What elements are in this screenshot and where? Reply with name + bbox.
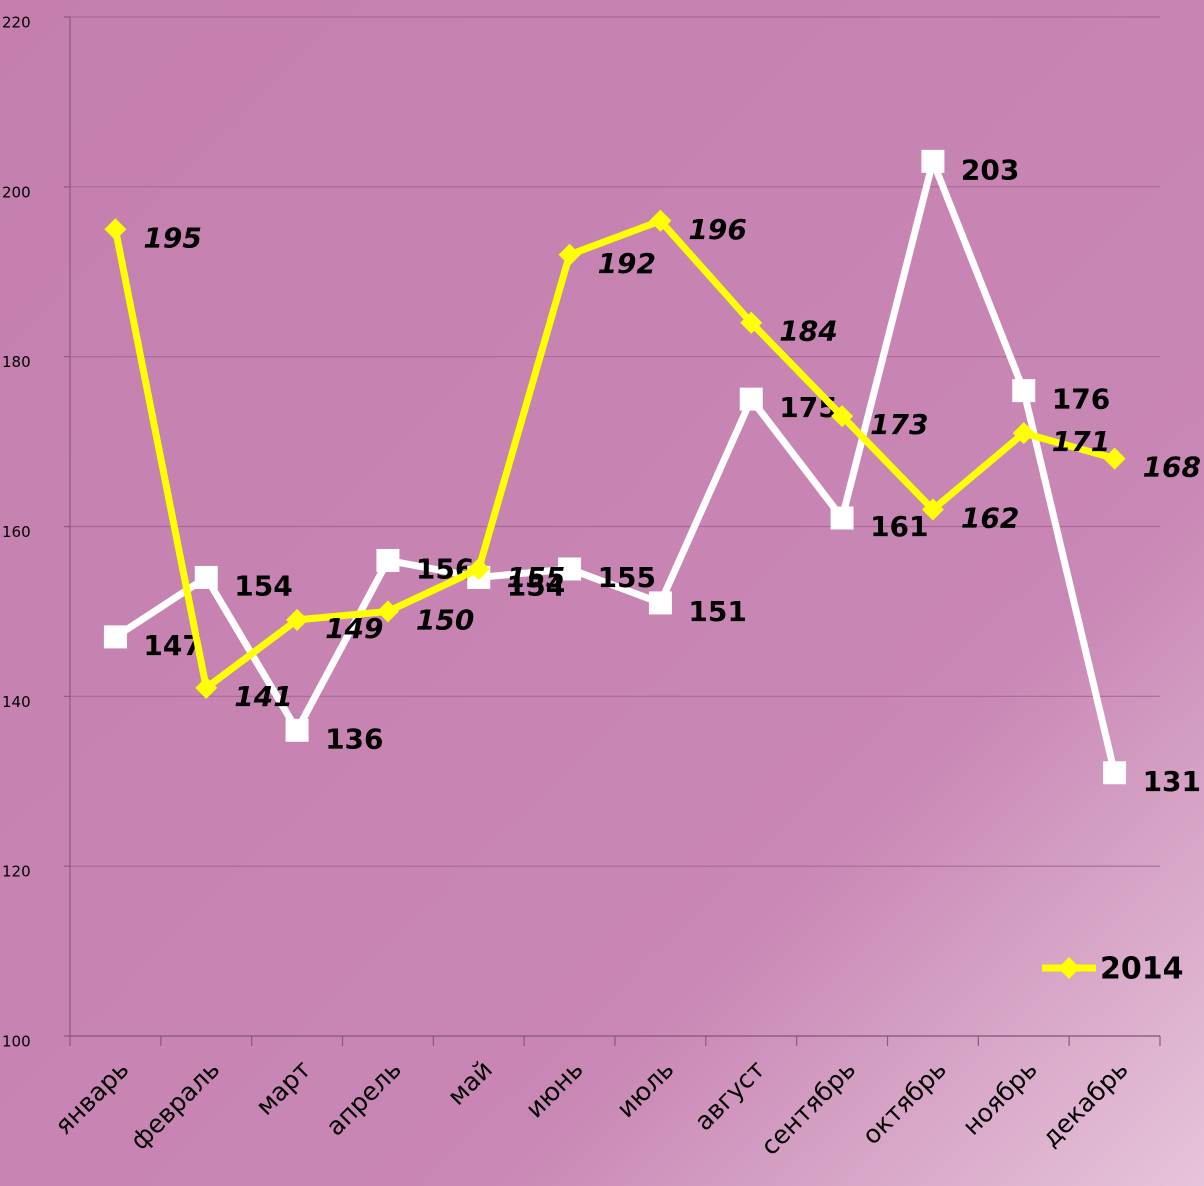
data-point [467, 557, 490, 580]
data-label: 192 [598, 247, 656, 280]
y-tick-label: 200 [2, 183, 31, 201]
data-label: 175 [779, 391, 837, 424]
data-label: 155 [507, 561, 565, 594]
data-label: 195 [143, 221, 201, 254]
data-point [103, 625, 127, 649]
data-label: 141 [234, 680, 292, 713]
data-label: 203 [961, 153, 1019, 186]
data-point [1012, 422, 1035, 445]
data-label: 161 [870, 510, 928, 543]
data-point [739, 387, 763, 411]
data-point [558, 557, 582, 581]
series-line [111, 217, 1116, 692]
data-label: 173 [870, 408, 928, 441]
data-point [921, 498, 944, 521]
legend-marker [1058, 957, 1080, 979]
data-label: 176 [1052, 383, 1110, 416]
data-label: 154 [507, 569, 565, 602]
data-point [104, 218, 127, 241]
y-tick-label: 180 [2, 353, 31, 371]
data-label: 150 [416, 603, 474, 636]
data-point [1103, 447, 1126, 470]
data-label: 151 [688, 595, 746, 628]
data-point [830, 506, 854, 530]
data-point [648, 591, 672, 615]
data-label: 155 [598, 561, 656, 594]
data-point [194, 565, 218, 589]
data-point [921, 149, 945, 173]
data-point [376, 548, 400, 572]
series-line [113, 157, 1118, 774]
data-label: 171 [1052, 425, 1110, 458]
y-tick-label: 140 [2, 693, 31, 711]
y-tick-label: 120 [2, 863, 31, 881]
data-point [558, 243, 581, 266]
data-label: 196 [688, 213, 746, 246]
data-label: 136 [325, 722, 383, 755]
data-point [376, 600, 399, 623]
y-tick-label: 100 [2, 1033, 31, 1051]
data-label: 184 [779, 315, 837, 348]
data-point [1012, 379, 1036, 403]
y-tick-label: 160 [2, 523, 31, 541]
data-point [285, 718, 309, 742]
data-label: 162 [961, 502, 1019, 535]
data-label: 168 [1143, 451, 1201, 484]
legend-label: 2014 [1100, 952, 1184, 987]
data-label: 154 [234, 569, 292, 602]
data-point [286, 608, 309, 631]
data-label: 131 [1143, 765, 1201, 798]
y-tick-label: 220 [2, 14, 31, 32]
data-label: 149 [325, 612, 383, 645]
data-point [831, 405, 854, 428]
data-point [1103, 761, 1127, 785]
data-point [649, 209, 672, 232]
data-point [740, 311, 763, 334]
data-point [195, 676, 218, 699]
data-label: 156 [416, 552, 474, 585]
